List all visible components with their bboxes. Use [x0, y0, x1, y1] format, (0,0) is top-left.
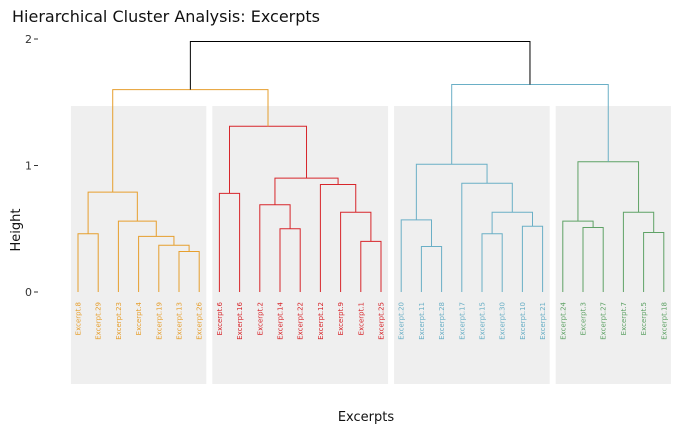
leaf-label: Excerpt.27: [600, 302, 608, 340]
leaf-label: Excerpt.25: [378, 302, 386, 340]
leaf-label: Excerpt.14: [277, 301, 285, 339]
leaf-label: Excerpt.7: [620, 302, 628, 335]
leaf-label: Excerpt.9: [337, 302, 345, 335]
leaf-label: Excerpt.4: [135, 301, 143, 335]
leaf-label: Excerpt.26: [196, 301, 204, 339]
cluster-panel: [555, 106, 671, 384]
y-tick-label: 1: [25, 160, 32, 173]
leaf-label: Excerpt.6: [216, 301, 224, 335]
y-tick-label: 0: [25, 286, 32, 299]
dendrogram-link: [189, 41, 531, 90]
leaf-label: Excerpt.21: [539, 302, 547, 340]
leaf-label: Excerpt.28: [438, 302, 446, 340]
leaf-label: Excerpt.2: [256, 302, 264, 335]
leaf-label: Excerpt.10: [519, 302, 527, 340]
leaf-label: Excerpt.24: [559, 301, 567, 339]
leaf-label: Excerpt.20: [398, 302, 406, 340]
leaf-label: Excerpt.12: [317, 302, 325, 340]
leaf-label: Excerpt.19: [155, 302, 163, 340]
leaf-label: Excerpt.11: [418, 302, 426, 340]
dendrogram-branches: [77, 41, 665, 292]
leaf-label: Excerpt.18: [660, 302, 668, 340]
cluster-panel: [394, 106, 550, 384]
leaf-label: Excerpt.8: [75, 302, 83, 335]
leaf-label: Excerpt.13: [176, 302, 184, 340]
leaf-label: Excerpt.1: [357, 302, 365, 335]
y-tick-label: 2: [25, 33, 32, 46]
leaf-labels: Excerpt.8 Excerpt.29 Excerpt.23 Excerpt.4 Ex…: [75, 301, 669, 339]
leaf-label: Excerpt.29: [95, 302, 103, 340]
y-axis-title: Height: [9, 209, 24, 252]
leaf-label: Excerpt.23: [115, 302, 123, 340]
chart-title: Hierarchical Cluster Analysis: Excerpts: [12, 7, 320, 26]
x-axis-title: Excerpts: [338, 410, 395, 425]
y-axis: 0 1 2: [25, 33, 38, 299]
leaf-label: Excerpt.22: [297, 302, 305, 340]
leaf-label: Excerpt.15: [479, 302, 487, 340]
leaf-label: Excerpt.30: [499, 302, 507, 340]
leaf-label: Excerpt.5: [640, 302, 648, 335]
leaf-label: Excerpt.3: [580, 302, 588, 335]
leaf-label: Excerpt.16: [236, 301, 244, 339]
leaf-label: Excerpt.17: [458, 302, 466, 340]
